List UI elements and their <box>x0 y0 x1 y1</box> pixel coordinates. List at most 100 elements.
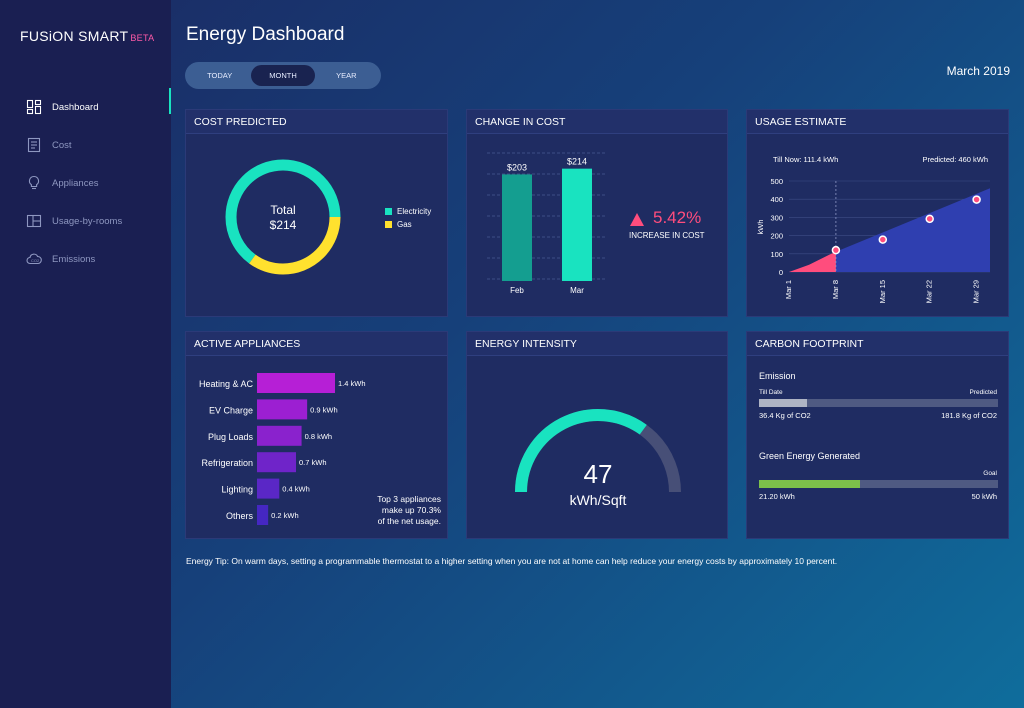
sidebar-item-label: Cost <box>52 139 72 151</box>
emission-left-label: Till Date <box>759 389 783 396</box>
sidebar-nav: Dashboard Cost Appliances Usage-by-rooms… <box>0 88 171 278</box>
page-title: Energy Dashboard <box>186 24 345 45</box>
appliance-label: Plug Loads <box>208 432 254 442</box>
green-energy-progress-track <box>759 480 998 488</box>
x-tick-label: Mar 15 <box>878 280 887 303</box>
card-body: Till Now: 111.4 kWh Predicted: 460 kWh 0… <box>747 135 1008 316</box>
x-tick-label: Mar 1 <box>784 280 793 299</box>
change-in-cost-card: CHANGE IN COST $203 Feb $214 Mar 5.42% INCR… <box>466 109 728 317</box>
appliance-label: EV Charge <box>209 405 253 415</box>
card-title: CHANGE IN COST <box>467 110 727 134</box>
green-energy-right-value: 50 kWh <box>971 492 997 501</box>
energy-intensity-card: ENERGY INTENSITY 47 kWh/Sqft <box>466 331 728 539</box>
appliance-value: 0.2 kWh <box>271 511 299 520</box>
appliance-bar <box>257 399 308 420</box>
note-line: of the net usage. <box>377 516 441 526</box>
card-body: Heating & AC 1.4 kWh EV Charge 0.9 kWh Plug … <box>186 357 447 538</box>
brand-name: FUSiON SMART <box>20 28 129 44</box>
gauge-unit: kWh/Sqft <box>570 492 627 508</box>
cost-bar <box>502 174 532 281</box>
emission-left-value: 36.4 Kg of CO2 <box>759 411 811 420</box>
legend-label: Gas <box>397 220 412 229</box>
card-body: Emission Till Date Predicted 36.4 Kg of … <box>747 357 1008 538</box>
donut-slice-gas <box>225 159 341 275</box>
sidebar-item-label: Emissions <box>52 253 96 265</box>
sidebar-item-cost[interactable]: Cost <box>0 126 171 164</box>
usage-point <box>878 235 888 244</box>
appliance-value: 1.4 kWh <box>338 379 366 388</box>
appliance-label: Lighting <box>221 485 253 495</box>
emission-progress-fill <box>759 399 807 407</box>
usage-predicted: Predicted: 460 kWh <box>922 155 988 164</box>
usage-point <box>972 195 981 204</box>
appliance-label: Heating & AC <box>199 379 254 389</box>
green-energy-title: Green Energy Generated <box>759 451 861 461</box>
active-appliances-chart: Heating & AC 1.4 kWh EV Charge 0.9 kWh Plug … <box>199 373 366 525</box>
period-year-button[interactable]: YEAR <box>336 71 357 80</box>
period-month-button[interactable]: MONTH <box>251 65 315 86</box>
cost-bar <box>562 168 592 281</box>
legend-swatch <box>385 208 392 215</box>
y-tick-label: 300 <box>770 213 783 222</box>
period-selector: TODAY MONTH YEAR <box>185 62 381 89</box>
sidebar-item-usage-by-rooms[interactable]: Usage-by-rooms <box>0 202 171 240</box>
note-line: Top 3 appliances <box>377 494 441 504</box>
sidebar-item-label: Usage-by-rooms <box>52 215 123 227</box>
y-axis-label: kWh <box>756 220 765 235</box>
sidebar: FUSiON SMART BETA Dashboard Cost Applianc… <box>0 0 171 708</box>
y-tick-label: 0 <box>779 268 783 277</box>
appliance-bar <box>257 373 335 393</box>
appliance-bar <box>257 505 269 525</box>
cost-change-caption: INCREASE IN COST <box>629 231 705 240</box>
active-appliances-card: ACTIVE APPLIANCES Heating & AC 1.4 kWh EV … <box>185 331 448 539</box>
green-energy-progress-fill <box>759 480 861 488</box>
appliance-bar <box>257 425 302 446</box>
legend-swatch <box>385 221 392 228</box>
period-today-button[interactable]: TODAY <box>207 71 233 80</box>
sidebar-item-label: Dashboard <box>52 101 99 113</box>
cost-change-percent: 5.42% <box>653 208 702 227</box>
appliances-note: Top 3 appliances make up 70.3% of the ne… <box>377 494 441 527</box>
appliance-value: 0.7 kWh <box>299 458 327 467</box>
card-title: USAGE ESTIMATE <box>747 110 1008 134</box>
card-title: COST PREDICTED <box>186 110 447 134</box>
gauge-value: 47 <box>584 459 613 489</box>
actual-usage-area <box>789 251 836 272</box>
legend-electricity: Electricity <box>385 207 431 216</box>
usage-till-now: Till Now: 111.4 kWh <box>773 155 839 164</box>
card-body: 47 kWh/Sqft <box>467 357 727 538</box>
rooms-icon <box>26 213 42 229</box>
usage-point <box>831 245 841 255</box>
bar-value-label: $214 <box>567 157 587 167</box>
change-in-cost-chart: $203 Feb $214 Mar <box>487 152 607 295</box>
card-body: $203 Feb $214 Mar 5.42% INCREASE IN COST <box>467 135 727 316</box>
bar-value-label: $203 <box>507 162 527 172</box>
appliance-value: 0.8 kWh <box>305 432 333 441</box>
usage-estimate-card: USAGE ESTIMATE Till Now: 111.4 kWh Predi… <box>746 109 1009 317</box>
bar-category-label: Feb <box>510 286 524 295</box>
appliances-icon <box>26 175 42 191</box>
svg-text:CO2: CO2 <box>31 258 40 263</box>
card-title: ACTIVE APPLIANCES <box>186 332 447 356</box>
sidebar-item-emissions[interactable]: CO2 Emissions <box>0 240 171 278</box>
emission-title: Emission <box>759 371 796 381</box>
legend-gas: Gas <box>385 220 412 229</box>
beta-badge: BETA <box>130 33 155 43</box>
y-tick-label: 200 <box>770 232 783 241</box>
energy-tip: Energy Tip: On warm days, setting a prog… <box>186 556 838 566</box>
increase-arrow-icon <box>630 213 644 226</box>
card-body: Total $214 Electricity Gas <box>186 135 447 316</box>
emission-right-value: 181.8 Kg of CO2 <box>941 411 997 420</box>
y-tick-label: 500 <box>770 177 783 186</box>
usage-point <box>925 214 934 224</box>
dashboard-icon <box>26 99 42 115</box>
green-energy-right-label: Goal <box>983 470 997 477</box>
appliance-value: 0.9 kWh <box>310 405 338 414</box>
green-energy-left-value: 21.20 kWh <box>759 492 795 501</box>
y-tick-label: 100 <box>770 250 783 259</box>
cost-donut-chart: Total $214 <box>225 159 341 275</box>
sidebar-item-appliances[interactable]: Appliances <box>0 164 171 202</box>
gauge-fill <box>515 409 647 493</box>
sidebar-item-dashboard[interactable]: Dashboard <box>0 88 171 126</box>
card-title: ENERGY INTENSITY <box>467 332 727 356</box>
